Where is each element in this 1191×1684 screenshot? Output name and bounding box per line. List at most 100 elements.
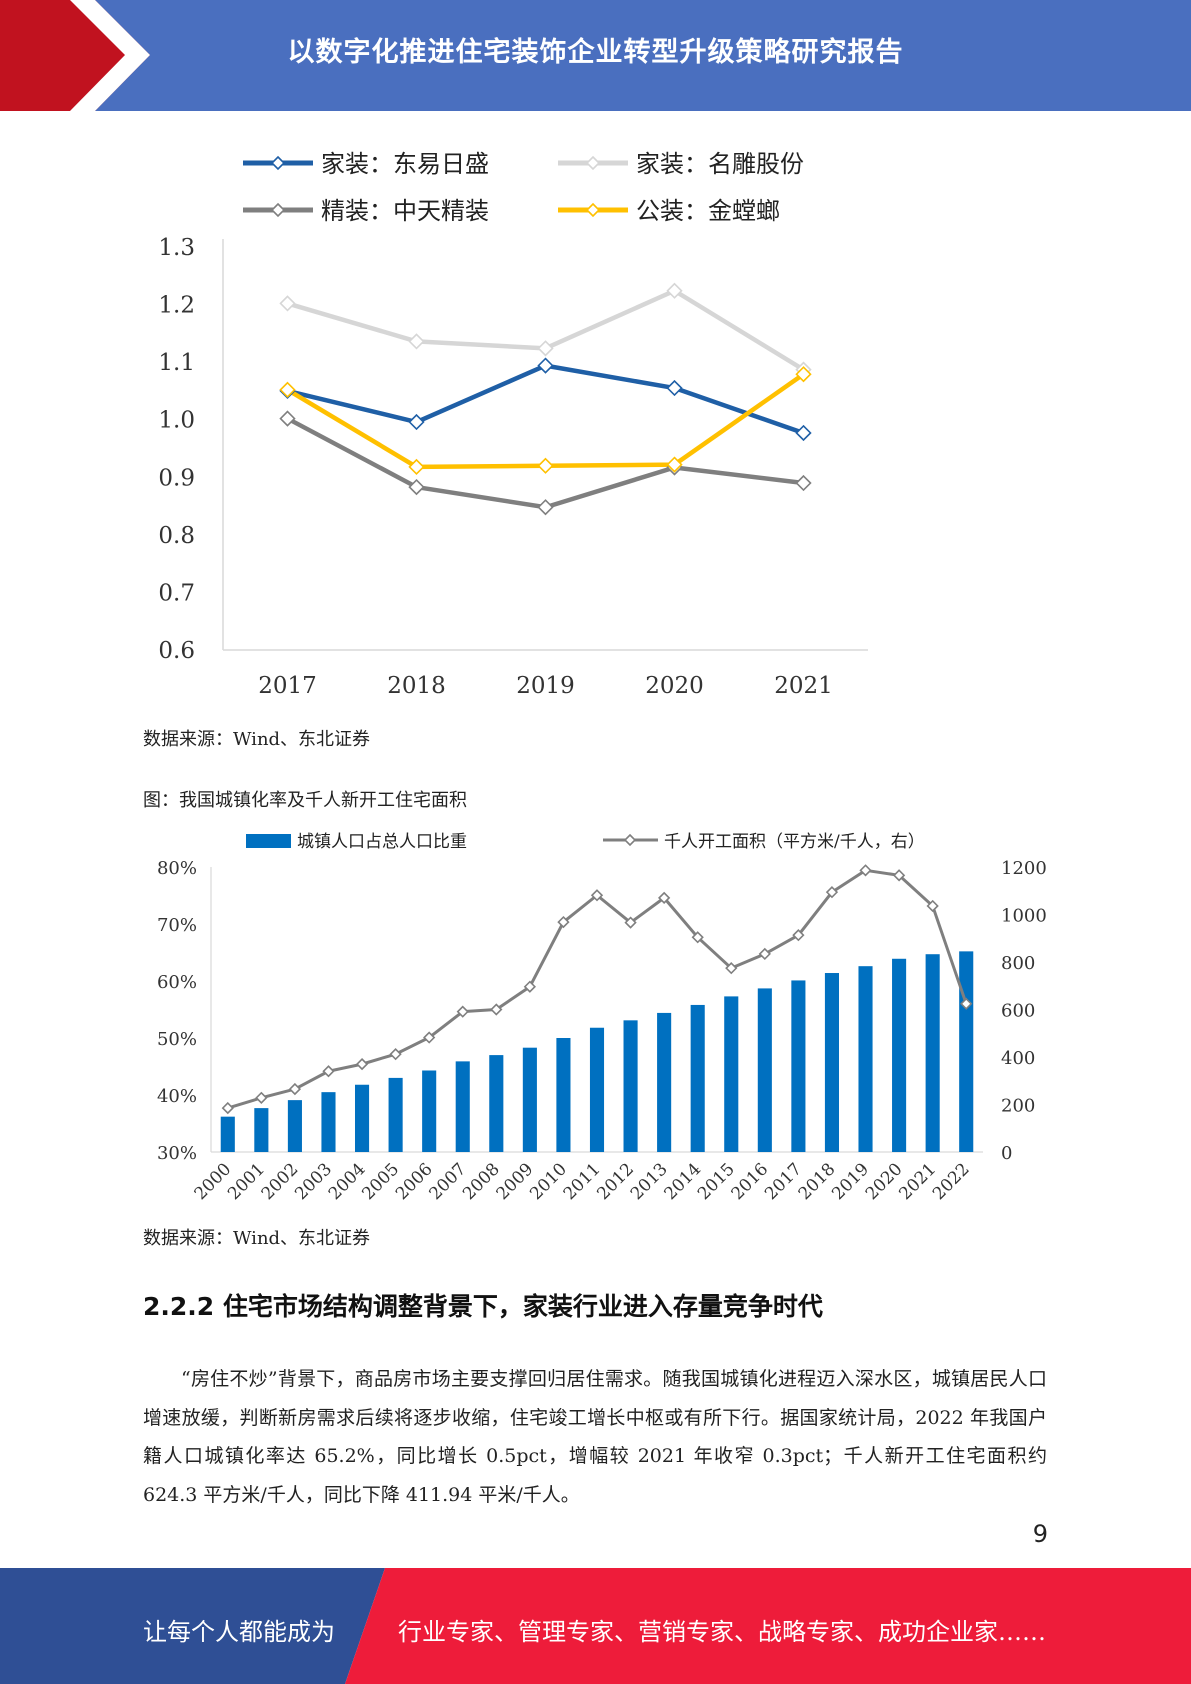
data-point: [624, 916, 637, 929]
y2-tick-label: 800: [1001, 953, 1035, 974]
legend-label: 精装：中天精装: [321, 197, 489, 225]
x-tick-label: 2008: [459, 1159, 504, 1204]
bar: [556, 1038, 571, 1152]
legend-marker: [270, 155, 286, 171]
y-tick-label: 0.6: [158, 638, 195, 664]
bar: [422, 1070, 437, 1152]
legend-marker: [585, 155, 601, 171]
x-tick-label: 2001: [224, 1159, 269, 1204]
footer-slogan-left: 让每个人都能成为: [143, 1618, 335, 1646]
data-point: [408, 333, 425, 350]
y-tick-label: 50%: [157, 1029, 197, 1050]
y-tick-label: 0.8: [158, 523, 195, 549]
x-tick-label: 2019: [828, 1159, 873, 1204]
legend-swatch: [246, 834, 291, 848]
y-tick-label: 30%: [157, 1143, 197, 1164]
data-point: [666, 282, 683, 299]
data-point: [490, 1003, 503, 1016]
data-point: [657, 891, 671, 905]
data-point: [279, 410, 296, 427]
bar: [388, 1077, 403, 1152]
bar: [724, 996, 739, 1152]
data-point: [537, 357, 554, 374]
data-point: [725, 962, 738, 975]
x-tick-label: 2018: [795, 1159, 840, 1204]
data-point: [537, 457, 554, 474]
x-tick-label: 2003: [291, 1159, 336, 1204]
x-tick-label: 2007: [426, 1159, 471, 1204]
x-tick-label: 2015: [694, 1159, 739, 1204]
bar: [321, 1092, 336, 1152]
data-point: [288, 1082, 302, 1096]
data-point: [666, 379, 683, 397]
section-heading: 2.2.2 住宅市场结构调整背景下，家装行业进入存量竞争时代: [143, 1292, 823, 1321]
x-tick-label: 2017: [761, 1159, 806, 1204]
bar: [858, 966, 873, 1152]
data-point: [859, 864, 872, 877]
data-point: [892, 869, 906, 882]
x-tick-label: 2004: [325, 1159, 370, 1204]
data-point: [537, 499, 554, 516]
data-point: [795, 474, 812, 492]
header-banner: [0, 0, 150, 111]
page-footer: 让每个人都能成为 行业专家、管理专家、营销专家、战略专家、成功企业家……: [0, 1568, 1191, 1684]
data-point: [408, 458, 425, 476]
report-title: 以数字化推进住宅装饰企业转型升级策略研究报告: [287, 37, 904, 68]
legend-marker: [623, 833, 637, 847]
y-tick-label: 80%: [157, 858, 197, 879]
y-tick-label: 1.2: [158, 293, 195, 319]
bar: [657, 1012, 672, 1152]
data-point: [279, 381, 296, 398]
y-tick-label: 0.7: [158, 580, 195, 606]
page-header: 以数字化推进住宅装饰企业转型升级策略研究报告: [0, 0, 1191, 111]
y2-tick-label: 1200: [1001, 858, 1047, 879]
bar: [489, 1055, 504, 1152]
y2-tick-label: 400: [1001, 1048, 1035, 1069]
chart1-source: 数据来源：Wind、东北证券: [143, 729, 371, 750]
legend-label: 千人开工面积（平方米/千人，右）: [664, 832, 925, 852]
bar: [892, 958, 907, 1152]
data-point: [926, 899, 939, 913]
x-tick-label: 2021: [774, 673, 833, 699]
x-tick-label: 2006: [392, 1159, 437, 1204]
series-line: [286, 363, 805, 436]
x-tick-label: 2014: [660, 1159, 705, 1204]
legend-label: 城镇人口占总人口比重: [297, 832, 467, 852]
y2-tick-label: 0: [1001, 1143, 1012, 1164]
data-point: [537, 340, 554, 357]
data-point: [825, 886, 839, 899]
y2-tick-label: 1000: [1001, 906, 1047, 927]
x-tick-label: 2000: [191, 1159, 236, 1204]
data-point: [666, 456, 683, 473]
bar: [455, 1061, 470, 1152]
y2-tick-label: 600: [1001, 1001, 1035, 1022]
y-tick-label: 60%: [157, 972, 197, 993]
y-tick-label: 40%: [157, 1086, 197, 1107]
data-point: [408, 413, 425, 431]
data-point: [408, 478, 425, 496]
bar: [254, 1108, 269, 1152]
x-tick-label: 2019: [516, 673, 575, 699]
data-point: [758, 947, 771, 961]
chart2-source: 数据来源：Wind、东北证券: [143, 1228, 371, 1249]
x-tick-label: 2022: [929, 1159, 974, 1204]
data-point: [255, 1091, 268, 1104]
bar: [354, 1084, 370, 1152]
data-point: [792, 929, 805, 942]
x-tick-label: 2016: [728, 1159, 773, 1204]
data-point: [960, 997, 973, 1010]
x-tick-label: 2012: [593, 1159, 638, 1204]
data-point: [322, 1065, 335, 1078]
data-point: [795, 424, 812, 442]
x-tick-label: 2010: [526, 1159, 571, 1204]
page-number: 9: [1032, 1520, 1048, 1548]
x-tick-label: 2018: [387, 673, 446, 699]
data-point: [456, 1005, 469, 1018]
combo-chart-urbanization: 30% 40% 50% 60% 70% 80% 0 200 400 600 800 1000 1200 2…: [157, 832, 1047, 1204]
bar: [589, 1027, 605, 1152]
data-point: [691, 931, 704, 944]
bar: [824, 973, 840, 1152]
x-tick-label: 2005: [358, 1159, 403, 1204]
data-point: [795, 366, 812, 383]
data-point: [590, 889, 604, 902]
